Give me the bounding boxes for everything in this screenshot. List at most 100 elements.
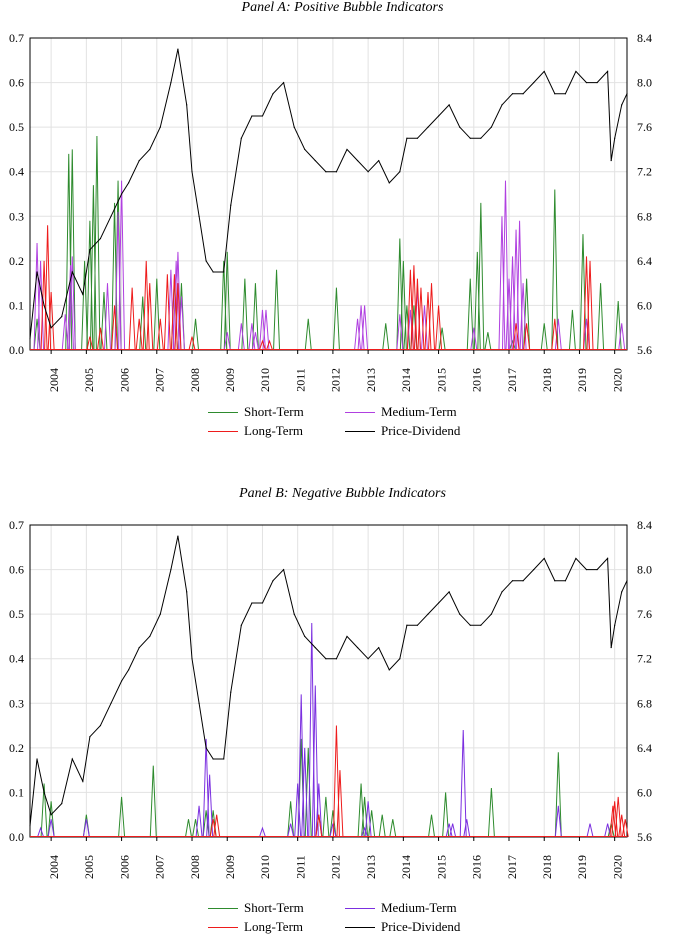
point-price-dividend <box>511 580 514 582</box>
plot-frame <box>29 524 628 838</box>
point-price-dividend <box>490 126 492 128</box>
legend-item-long-term: Long-Term <box>208 919 303 935</box>
spike-short-term <box>368 810 376 838</box>
spike-long-term <box>174 283 182 351</box>
point-price-dividend <box>50 814 52 816</box>
point-price-dividend <box>61 315 63 318</box>
point-price-dividend <box>543 70 545 73</box>
point-price-dividend <box>82 293 84 295</box>
point-price-dividend <box>416 624 419 626</box>
point-price-dividend <box>29 338 31 340</box>
legend-label-long-term: Long-Term <box>244 423 304 438</box>
right-tick-label: 6.0 <box>637 298 652 312</box>
left-tick-label: 0.2 <box>9 741 24 755</box>
left-tick-label: 0.7 <box>9 518 24 532</box>
spike-short-term <box>428 814 436 838</box>
point-price-dividend <box>177 48 179 50</box>
x-tick-label: 2007 <box>153 855 167 879</box>
spike-medium-term <box>82 819 90 838</box>
left-tick-label: 0.5 <box>9 607 24 621</box>
spike-short-term <box>332 287 340 351</box>
point-price-dividend <box>186 104 188 106</box>
spike-medium-term <box>554 805 562 838</box>
x-tick-label: 2018 <box>540 855 554 879</box>
x-tick-label: 2007 <box>153 368 167 392</box>
spike-short-term <box>251 283 259 351</box>
point-price-dividend <box>399 658 401 660</box>
point-price-dividend <box>554 93 556 95</box>
x-tick-label: 2015 <box>434 368 448 392</box>
left-tick-label: 0.0 <box>9 343 24 357</box>
spike-medium-term <box>287 823 295 838</box>
point-price-dividend <box>480 624 482 626</box>
x-tick-label: 2005 <box>82 855 96 879</box>
point-price-dividend <box>71 271 73 273</box>
point-price-dividend <box>378 159 380 162</box>
right-tick-label: 6.4 <box>637 741 652 755</box>
spike-medium-term <box>258 826 266 838</box>
line-price-dividend <box>29 535 628 826</box>
spike-medium-term <box>251 332 259 351</box>
legend-label-long-term: Long-Term <box>244 919 304 934</box>
point-price-dividend <box>99 237 102 240</box>
point-price-dividend <box>251 602 253 604</box>
spike-short-term <box>287 801 295 838</box>
point-price-dividend <box>367 658 369 660</box>
spike-short-term <box>399 260 407 351</box>
point-price-dividend <box>251 115 253 117</box>
x-tick-label: 2006 <box>117 368 131 392</box>
x-tick-label: 2011 <box>293 368 307 392</box>
point-price-dividend <box>335 171 338 173</box>
panel-a-title: Panel A: Positive Bubble Indicators <box>241 0 444 15</box>
point-price-dividend <box>459 613 461 615</box>
point-price-dividend <box>89 736 91 738</box>
spike-medium-term <box>223 332 231 351</box>
point-price-dividend <box>406 624 408 626</box>
line-price-dividend <box>29 48 628 339</box>
point-price-dividend <box>212 271 214 273</box>
spike-long-term <box>435 305 443 351</box>
spike-short-term <box>473 251 481 351</box>
point-price-dividend <box>356 159 359 162</box>
point-price-dividend <box>191 658 193 660</box>
x-tick-label: 2010 <box>258 855 272 879</box>
spike-long-term <box>428 283 436 351</box>
x-tick-label: 2008 <box>188 855 202 879</box>
point-price-dividend <box>448 104 450 106</box>
x-tick-label: 2009 <box>223 368 237 392</box>
spike-medium-term <box>67 265 75 351</box>
spike-long-term <box>315 814 323 838</box>
point-price-dividend <box>261 115 264 117</box>
spike-short-term <box>540 323 548 351</box>
right-tick-label: 7.2 <box>637 652 652 666</box>
panel-b-legend: Short-Term Medium-Term Long-Term Price-D… <box>0 898 685 943</box>
spike-short-term <box>149 765 157 838</box>
x-tick-label: 2005 <box>82 368 96 392</box>
left-tick-label: 0.4 <box>9 652 24 666</box>
point-price-dividend <box>314 159 316 162</box>
spike-medium-term <box>297 694 305 838</box>
spike-medium-term <box>361 826 369 838</box>
right-tick-label: 8.4 <box>637 31 652 45</box>
right-tick-label: 6.4 <box>637 254 652 268</box>
legend-swatch-medium-term <box>345 411 375 413</box>
spike-medium-term <box>248 323 256 351</box>
point-price-dividend <box>110 215 112 217</box>
spike-short-term <box>438 327 446 351</box>
spike-long-term <box>44 225 52 351</box>
point-price-dividend <box>448 591 450 593</box>
point-price-dividend <box>272 93 274 95</box>
spike-medium-term <box>103 283 111 351</box>
point-price-dividend <box>170 81 172 84</box>
point-price-dividend <box>437 602 440 604</box>
spike-medium-term <box>329 823 337 838</box>
legend-item-medium-term: Medium-Term <box>345 404 457 420</box>
x-tick-label: 2012 <box>329 368 343 392</box>
spike-medium-term <box>202 738 210 838</box>
point-price-dividend <box>325 658 327 660</box>
point-price-dividend <box>480 137 482 139</box>
point-price-dividend <box>82 780 84 782</box>
point-price-dividend <box>564 580 566 582</box>
legend-item-short-term: Short-Term <box>208 404 304 420</box>
point-price-dividend <box>230 691 232 693</box>
